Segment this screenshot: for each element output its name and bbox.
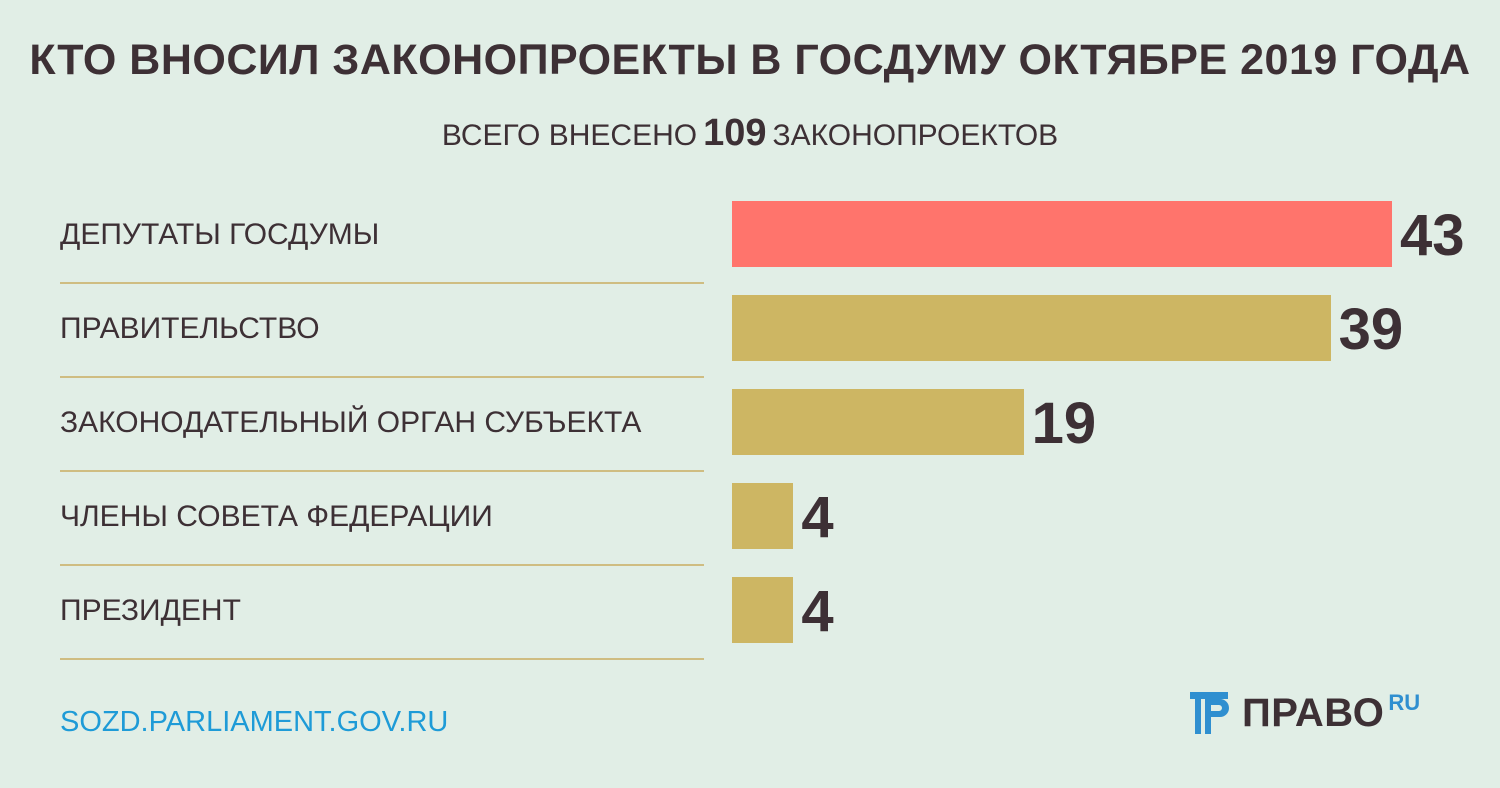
- bar: [732, 295, 1331, 361]
- chart-subtitle: ВСЕГО ВНЕСЕНО 109 ЗАКОНОПРОЕКТОВ: [0, 112, 1500, 155]
- data-label: 39: [1338, 297, 1404, 362]
- data-label: 19: [1031, 391, 1097, 456]
- row-separator: [60, 376, 704, 378]
- pravo-logo: ПРАВО RU: [1190, 690, 1420, 736]
- subtitle-prefix: ВСЕГО ВНЕСЕНО: [441, 119, 698, 152]
- bar: [732, 483, 794, 549]
- category-label: ЧЛЕНЫ СОВЕТА ФЕДЕРАЦИИ: [60, 500, 493, 533]
- row-separator: [60, 470, 704, 472]
- category-label: ПРЕЗИДЕНТ: [60, 594, 241, 627]
- bar: [732, 577, 794, 643]
- logo-text: ПРАВО: [1242, 691, 1385, 735]
- category-label: ЗАКОНОДАТЕЛЬНЫЙ ОРГАН СУБЪЕКТА: [60, 406, 642, 439]
- data-label: 43: [1400, 203, 1465, 268]
- chart-title: КТО ВНОСИЛ ЗАКОНОПРОЕКТЫ В ГОСДУМУ ОКТЯБ…: [29, 36, 1471, 84]
- logo-suffix: RU: [1388, 690, 1421, 715]
- source-link[interactable]: SOZD.PARLIAMENT.GOV.RU: [60, 706, 449, 738]
- subtitle-suffix: ЗАКОНОПРОЕКТОВ: [772, 119, 1059, 152]
- bar: [732, 389, 1024, 455]
- category-label: ДЕПУТАТЫ ГОСДУМЫ: [60, 218, 380, 251]
- category-label: ПРАВИТЕЛЬСТВО: [60, 312, 320, 345]
- row-separator: [60, 658, 704, 660]
- row-separator: [60, 564, 704, 566]
- data-label: 4: [801, 485, 834, 550]
- pravo-logo-icon: [1190, 692, 1229, 734]
- subtitle-total: 109: [703, 112, 767, 154]
- bar: [732, 201, 1392, 267]
- row-separator: [60, 282, 704, 284]
- data-label: 4: [801, 579, 834, 644]
